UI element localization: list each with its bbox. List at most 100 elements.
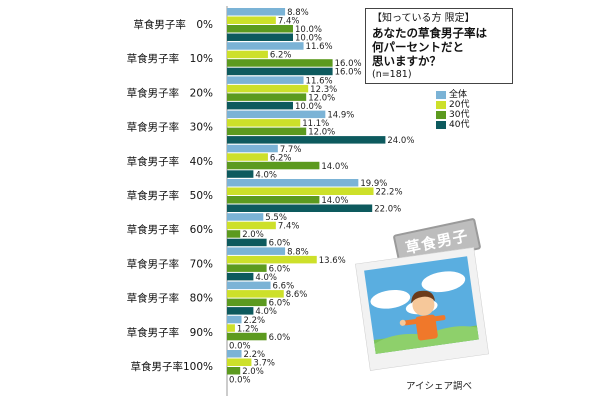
- data-label: 0.0%: [229, 376, 251, 386]
- bar: [227, 187, 374, 195]
- bar: [227, 307, 254, 315]
- bar: [227, 290, 284, 298]
- bar: [227, 332, 267, 341]
- category-label: 草食男子率 90%: [127, 326, 213, 339]
- bar: [227, 110, 326, 119]
- category-label: 草食男子率 80%: [127, 292, 213, 305]
- bar: [227, 25, 293, 33]
- data-label: 3.7%: [253, 359, 275, 369]
- legend-swatch: [436, 101, 446, 109]
- bar: [227, 230, 241, 238]
- data-label: 4.0%: [255, 170, 277, 180]
- bar: [227, 8, 286, 16]
- bar: [227, 298, 267, 307]
- data-label: 8.8%: [287, 247, 309, 257]
- data-label: 2.2%: [244, 316, 266, 326]
- bar: [227, 136, 386, 144]
- data-label: 12.3%: [310, 85, 337, 95]
- question-line-2: 何パーセントだと: [372, 40, 464, 54]
- bar: [227, 196, 320, 204]
- category-label: 草食男子率 10%: [127, 52, 213, 65]
- data-label: 7.4%: [278, 17, 300, 27]
- data-label: 22.0%: [374, 205, 401, 215]
- legend-item: 40代: [436, 120, 469, 130]
- data-label: 16.0%: [335, 68, 362, 78]
- data-label: 11.6%: [306, 42, 333, 52]
- bar: [227, 84, 309, 93]
- data-label: 11.1%: [302, 119, 329, 129]
- data-label: 6.6%: [273, 282, 295, 292]
- bar: [227, 50, 268, 59]
- legend-item: 全体: [436, 90, 469, 100]
- data-label: 19.9%: [360, 179, 387, 189]
- legend-swatch: [436, 91, 446, 99]
- data-label: 6.2%: [270, 51, 292, 61]
- data-label: 14.0%: [321, 162, 348, 172]
- bar: [227, 367, 241, 375]
- category-label: 草食男子率 20%: [127, 86, 213, 99]
- question-line-1: あなたの草食男子率は: [372, 26, 487, 40]
- data-label: 12.0%: [308, 93, 335, 103]
- data-label: 22.2%: [376, 188, 403, 198]
- data-label: 11.6%: [306, 76, 333, 86]
- legend-label: 40代: [449, 120, 470, 130]
- bar: [227, 127, 307, 136]
- bar: [227, 170, 254, 178]
- bar: [227, 179, 359, 187]
- bar: [227, 272, 254, 281]
- data-label: 10.0%: [295, 102, 322, 112]
- illustration-photo: [354, 246, 490, 372]
- data-label: 6.0%: [269, 239, 291, 249]
- bar: [227, 33, 293, 41]
- data-label: 5.5%: [265, 213, 287, 223]
- boy-illustration: [354, 246, 490, 372]
- category-label: 草食男子率 50%: [127, 189, 213, 202]
- bar: [227, 101, 293, 110]
- legend-label: 30代: [449, 110, 470, 120]
- bar: [227, 42, 304, 50]
- category-label: 草食男子率 70%: [127, 257, 213, 270]
- data-label: 7.4%: [278, 222, 300, 232]
- data-label: 1.2%: [237, 324, 259, 334]
- data-label: 6.2%: [270, 153, 292, 163]
- data-label: 12.0%: [308, 128, 335, 138]
- source-credit: アイシェア調べ: [406, 381, 473, 392]
- bar: [227, 153, 268, 161]
- data-label: 6.0%: [269, 333, 291, 343]
- bar: [227, 119, 301, 127]
- bar: [227, 264, 267, 272]
- bar: [227, 16, 276, 24]
- data-label: 2.0%: [242, 230, 264, 240]
- data-label: 6.0%: [269, 264, 291, 274]
- data-label: 7.7%: [280, 145, 302, 155]
- bar: [227, 76, 304, 84]
- legend-item: 20代: [436, 100, 469, 110]
- data-label: 10.0%: [295, 25, 322, 35]
- data-label: 2.0%: [242, 367, 264, 377]
- data-label: 14.9%: [327, 111, 354, 121]
- category-label: 草食男子率100%: [130, 360, 213, 373]
- question-tag: 【知っている方 限定】: [372, 13, 475, 24]
- data-label: 14.0%: [321, 196, 348, 206]
- data-label: 2.2%: [244, 350, 266, 360]
- bar: [227, 161, 320, 170]
- data-label: 8.6%: [286, 290, 308, 300]
- legend-label: 全体: [449, 90, 468, 100]
- bar: [227, 281, 271, 290]
- bar: [227, 144, 278, 153]
- bar: [227, 358, 252, 366]
- data-label: 13.6%: [319, 256, 346, 266]
- bar: [227, 204, 373, 212]
- bar: [227, 238, 267, 247]
- category-label: 草食男子率 40%: [127, 155, 213, 168]
- category-label: 草食男子率 0%: [133, 18, 213, 31]
- data-label: 4.0%: [255, 273, 277, 283]
- bar: [227, 350, 242, 358]
- bar: [227, 93, 307, 101]
- data-label: 0.0%: [229, 341, 251, 351]
- legend-label: 20代: [449, 100, 470, 110]
- data-label: 6.0%: [269, 299, 291, 309]
- data-label: 16.0%: [335, 59, 362, 69]
- sample-size: (n=181): [372, 69, 412, 80]
